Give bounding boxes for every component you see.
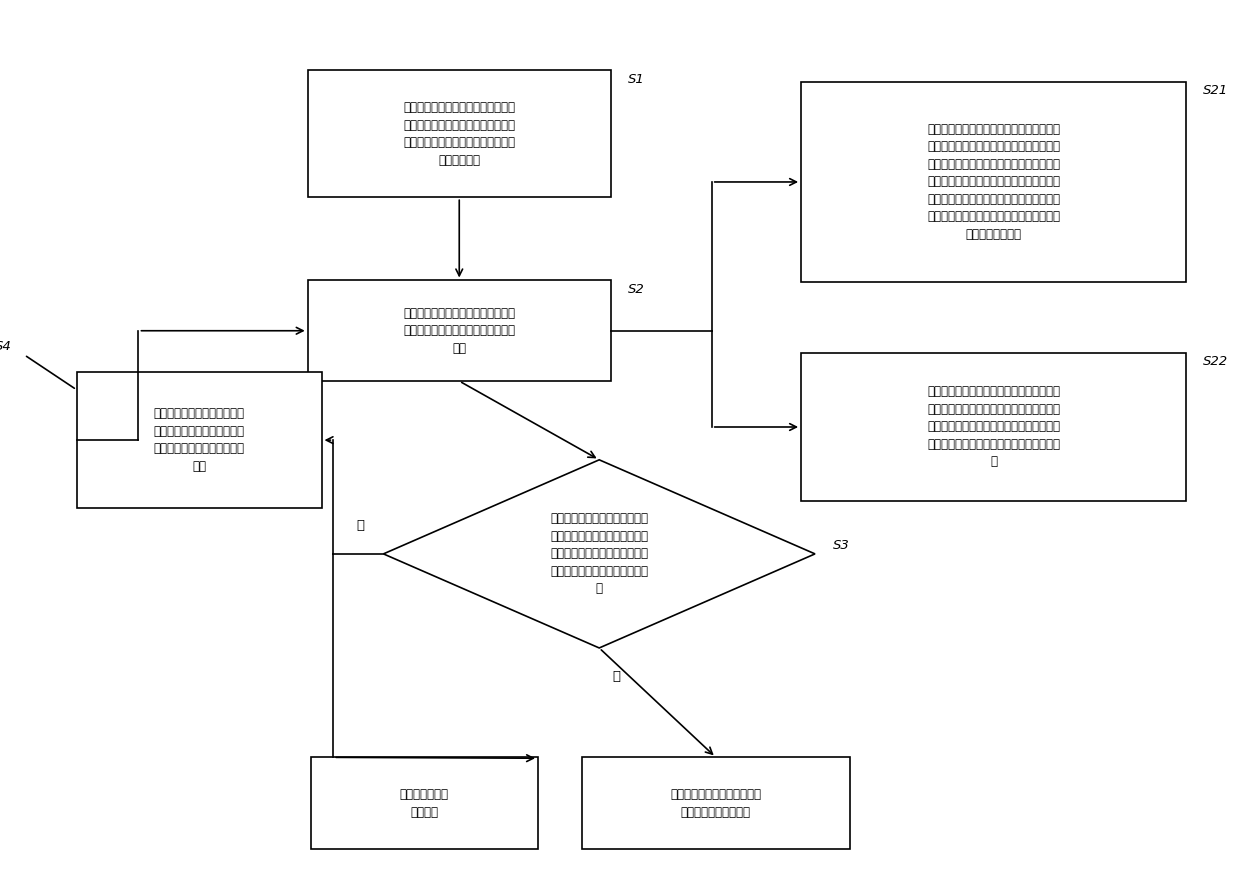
Text: 每个开关元件各自获取流过自身的故
障电流变化率，根据所述故障电流变
化率设置与之对应所述开关元件的重
合闸延时时间: 每个开关元件各自获取流过自身的故 障电流变化率，根据所述故障电流变 化率设置与之… bbox=[403, 101, 516, 166]
FancyBboxPatch shape bbox=[582, 757, 849, 849]
Text: S22: S22 bbox=[1203, 355, 1229, 368]
FancyBboxPatch shape bbox=[801, 353, 1185, 501]
Text: 所述开关元件重合闸成功，所
述直流配电网恢复运行: 所述开关元件重合闸成功，所 述直流配电网恢复运行 bbox=[671, 788, 761, 819]
Text: 所述开关元件重
合闸失败: 所述开关元件重 合闸失败 bbox=[399, 788, 449, 819]
Text: S3: S3 bbox=[832, 539, 849, 552]
FancyBboxPatch shape bbox=[801, 82, 1185, 282]
FancyBboxPatch shape bbox=[308, 70, 611, 197]
FancyBboxPatch shape bbox=[77, 372, 321, 508]
Text: S4: S4 bbox=[0, 340, 12, 353]
Text: 若所述本侧开关元件启动重合闸，给所述对
侧开关元件发送重合闸闭锁信号；所述对侧
开关元件在重合闸之前接收到所述重合闸闭
锁信号，所述对侧开关元件不进行重合闸，
: 若所述本侧开关元件启动重合闸，给所述对 侧开关元件发送重合闸闭锁信号；所述对侧 … bbox=[928, 123, 1060, 241]
Text: 若所述开关元件重合于故障点，
所述开关元件开断，经过去游离
时间后再次重合闸，判断所述开
关元件是否再次重合于所述故障
点: 若所述开关元件重合于故障点， 所述开关元件开断，经过去游离 时间后再次重合闸，判… bbox=[551, 512, 649, 596]
Text: S1: S1 bbox=[629, 73, 645, 85]
Text: 若所述本侧开关元件或所述对侧开关元件在
重合闸启动之后没到所述对侧开关元件或所
述本侧开关元件的重合闸闭锁信号，则根据
重合闸优先级对所述开关元件进行先后重合
: 若所述本侧开关元件或所述对侧开关元件在 重合闸启动之后没到所述对侧开关元件或所 … bbox=[928, 386, 1060, 469]
FancyBboxPatch shape bbox=[310, 757, 538, 849]
Polygon shape bbox=[383, 460, 815, 648]
Text: 是: 是 bbox=[356, 519, 365, 532]
Text: 否: 否 bbox=[613, 669, 621, 683]
Text: S21: S21 bbox=[1203, 84, 1229, 98]
Text: 根据所述重合闸延时时间，所述直流
配电网上的所述开关元件逐个进行重
合闸: 根据所述重合闸延时时间，所述直流 配电网上的所述开关元件逐个进行重 合闸 bbox=[403, 307, 516, 355]
FancyBboxPatch shape bbox=[308, 280, 611, 381]
Text: 若所述开关元件没有重合于所
述故障点，所述开关元件重合
闸成功，所述直流配电网恢复
运行: 若所述开关元件没有重合于所 述故障点，所述开关元件重合 闸成功，所述直流配电网恢… bbox=[154, 407, 244, 473]
Text: S2: S2 bbox=[629, 283, 645, 296]
